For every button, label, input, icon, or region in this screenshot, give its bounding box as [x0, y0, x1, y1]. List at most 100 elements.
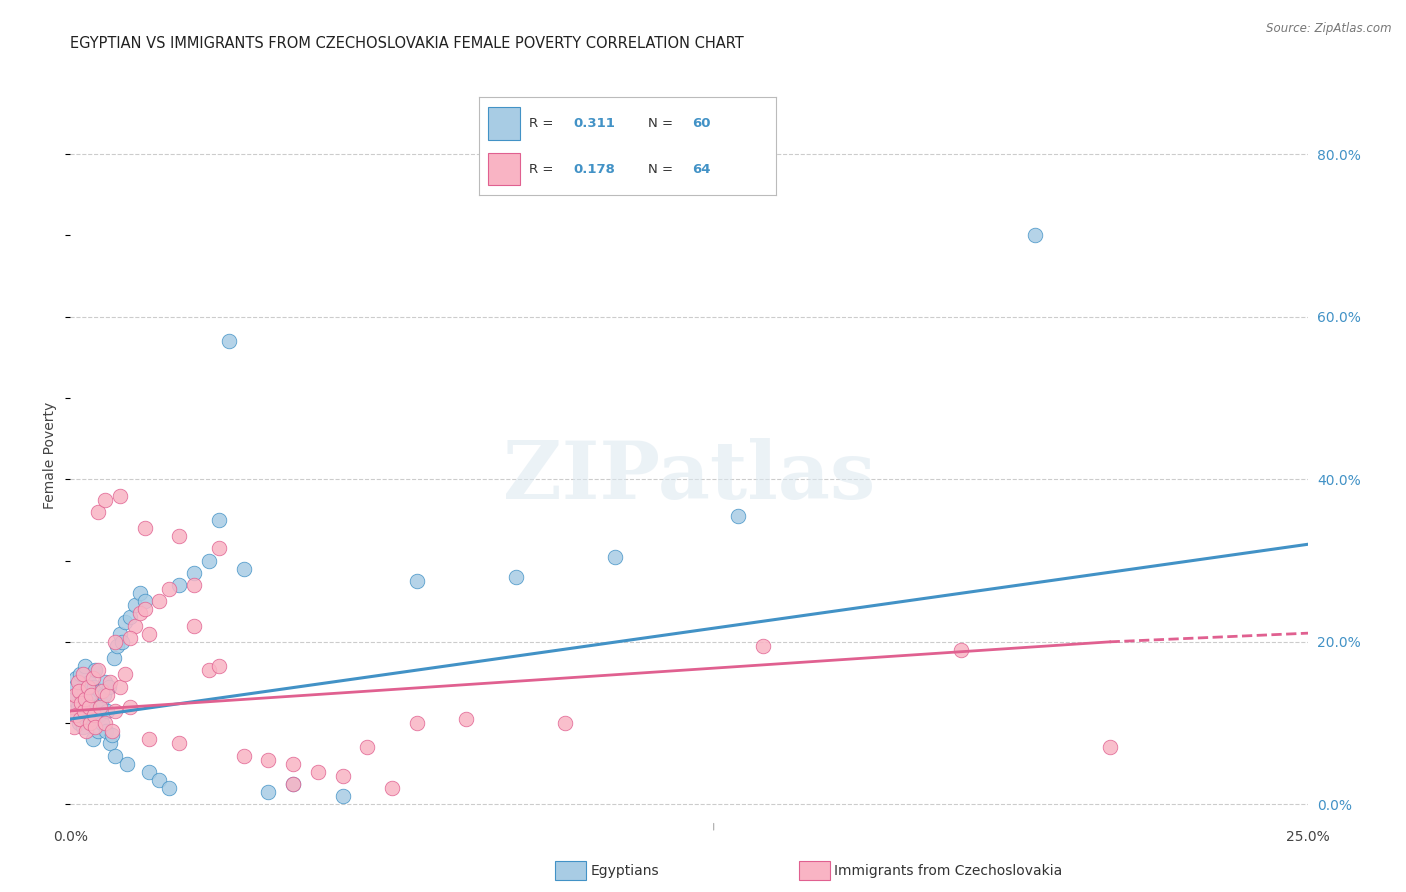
Point	[138, 764, 160, 779]
Point	[381, 781, 404, 796]
Text: EGYPTIAN VS IMMIGRANTS FROM CZECHOSLOVAKIA FEMALE POVERTY CORRELATION CHART: EGYPTIAN VS IMMIGRANTS FROM CZECHOSLOVAK…	[70, 36, 744, 51]
Point	[96, 688, 118, 702]
Point	[752, 639, 775, 653]
Point	[148, 772, 170, 787]
Point	[114, 615, 136, 629]
Point	[208, 513, 231, 527]
Point	[98, 675, 121, 690]
Point	[97, 680, 120, 694]
Point	[232, 748, 254, 763]
Point	[134, 594, 156, 608]
Point	[124, 618, 146, 632]
Point	[108, 626, 131, 640]
Point	[70, 696, 93, 710]
Point	[73, 704, 96, 718]
Point	[1098, 740, 1121, 755]
Point	[94, 492, 117, 507]
Point	[91, 683, 114, 698]
Point	[80, 688, 103, 702]
Point	[257, 753, 280, 767]
Point	[75, 724, 97, 739]
Point	[208, 541, 231, 556]
Text: Egyptians: Egyptians	[591, 863, 659, 878]
Point	[65, 672, 87, 686]
Point	[307, 764, 329, 779]
Point	[183, 566, 205, 580]
Point	[108, 489, 131, 503]
Point	[86, 505, 108, 519]
Point	[76, 696, 98, 710]
Point	[108, 680, 131, 694]
Point	[70, 688, 93, 702]
Text: Source: ZipAtlas.com: Source: ZipAtlas.com	[1267, 22, 1392, 36]
Point	[183, 618, 205, 632]
Point	[65, 688, 87, 702]
Point	[727, 508, 749, 523]
Point	[356, 740, 378, 755]
Point	[63, 680, 86, 694]
Point	[86, 724, 108, 739]
Point	[405, 716, 427, 731]
Point	[111, 635, 134, 649]
Point	[84, 663, 107, 677]
Point	[67, 683, 90, 698]
Point	[62, 699, 84, 714]
Point	[183, 578, 205, 592]
Point	[94, 675, 117, 690]
Point	[69, 712, 91, 726]
Point	[82, 672, 104, 686]
Point	[101, 724, 124, 739]
Point	[104, 704, 127, 718]
Point	[69, 667, 91, 681]
Point	[62, 691, 84, 706]
Point	[115, 756, 138, 771]
Point	[134, 521, 156, 535]
Point	[75, 659, 97, 673]
Point	[1024, 228, 1046, 243]
Point	[104, 635, 127, 649]
Point	[281, 777, 304, 791]
Point	[80, 691, 103, 706]
Point	[73, 683, 96, 698]
Point	[198, 553, 221, 567]
Point	[128, 586, 150, 600]
Point	[103, 651, 125, 665]
Point	[67, 716, 90, 731]
Y-axis label: Female Poverty: Female Poverty	[44, 401, 58, 508]
Point	[118, 610, 141, 624]
Point	[456, 712, 478, 726]
Point	[84, 720, 107, 734]
Point	[157, 582, 180, 596]
Point	[101, 728, 124, 742]
Point	[104, 748, 127, 763]
Point	[603, 549, 626, 564]
Point	[281, 777, 304, 791]
Point	[118, 699, 141, 714]
Point	[65, 708, 87, 723]
Point	[66, 699, 89, 714]
Point	[157, 781, 180, 796]
Point	[75, 704, 97, 718]
Point	[66, 675, 89, 690]
Point	[167, 578, 190, 592]
Point	[93, 688, 115, 702]
Point	[72, 667, 94, 681]
Point	[167, 736, 190, 750]
Point	[198, 663, 221, 677]
Point	[218, 334, 240, 348]
Point	[554, 716, 576, 731]
Point	[86, 663, 108, 677]
Point	[281, 756, 304, 771]
Point	[148, 594, 170, 608]
Point	[332, 789, 354, 804]
Point	[79, 712, 101, 726]
Point	[332, 769, 354, 783]
Point	[105, 639, 128, 653]
Point	[91, 716, 114, 731]
Point	[65, 708, 87, 723]
Point	[87, 708, 110, 723]
Point	[405, 574, 427, 588]
Point	[84, 699, 107, 714]
Point	[134, 602, 156, 616]
Point	[138, 626, 160, 640]
